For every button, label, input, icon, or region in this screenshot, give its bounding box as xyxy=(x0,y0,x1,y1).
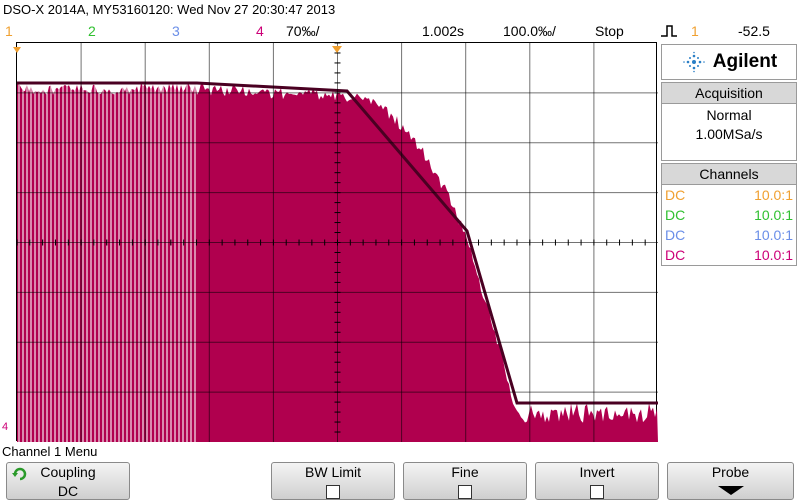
bw-limit-label: BW Limit xyxy=(305,464,361,480)
invert-label: Invert xyxy=(579,464,615,480)
channels-panel[interactable]: Channels DC 10.0:1 DC 10.0:1 DC 10.0:1 D… xyxy=(661,163,797,266)
rising-edge-icon xyxy=(660,23,678,43)
time-reference-marker xyxy=(332,42,344,60)
channels-header: Channels xyxy=(662,164,796,185)
fine-softkey[interactable]: Fine xyxy=(403,462,527,500)
coupling-softkey[interactable]: Coupling DC xyxy=(6,462,130,500)
channel-row-2[interactable]: DC 10.0:1 xyxy=(662,205,796,225)
probe-label: Probe xyxy=(711,464,750,480)
fine-checkbox[interactable] xyxy=(458,485,472,499)
ch3-probe: 10.0:1 xyxy=(754,227,793,243)
submenu-arrow-icon xyxy=(717,486,744,495)
fine-label: Fine xyxy=(451,464,479,480)
ch2-probe: 10.0:1 xyxy=(754,207,793,223)
channel-row-1[interactable]: DC 10.0:1 xyxy=(662,185,796,205)
rotate-knob-icon xyxy=(12,465,28,484)
vertical-scale: 70‰/ xyxy=(286,23,320,39)
bw-limit-checkbox[interactable] xyxy=(326,485,340,499)
probe-softkey[interactable]: Probe xyxy=(667,462,794,500)
ch1-probe: 10.0:1 xyxy=(754,187,793,203)
waveform-canvas xyxy=(17,43,658,442)
bw-limit-softkey[interactable]: BW Limit xyxy=(271,462,395,500)
ch4-coupling: DC xyxy=(665,247,686,263)
invert-checkbox[interactable] xyxy=(590,485,604,499)
coupling-value: DC xyxy=(57,483,79,499)
ch3-coupling: DC xyxy=(665,227,686,243)
ch2-indicator[interactable]: 2 xyxy=(88,23,96,39)
brand-name: Agilent xyxy=(712,51,778,72)
ch4-indicator[interactable]: 4 xyxy=(256,23,264,39)
run-state: Stop xyxy=(595,23,624,39)
acquisition-panel[interactable]: Acquisition Normal 1.00MSa/s xyxy=(661,82,797,161)
trigger-level: -52.5 xyxy=(738,23,770,39)
channel-row-3[interactable]: DC 10.0:1 xyxy=(662,225,796,245)
ch4-ground-marker: 4 xyxy=(2,421,9,433)
agilent-logo: Agilent xyxy=(661,44,797,80)
timebase: 1.002s xyxy=(422,23,465,39)
invert-softkey[interactable]: Invert xyxy=(535,462,659,500)
acquisition-header: Acquisition xyxy=(662,83,796,104)
spark-icon xyxy=(682,51,705,73)
trigger-position-marker xyxy=(13,42,23,60)
sample-rate: 1.00MSa/s xyxy=(695,126,763,142)
acquisition-mode: Normal xyxy=(706,107,752,123)
channel-row-4[interactable]: DC 10.0:1 xyxy=(662,245,796,265)
ch2-coupling: DC xyxy=(665,207,686,223)
zoom-level: 100.0‰/ xyxy=(503,23,556,39)
trigger-channel: 1 xyxy=(691,23,699,39)
ch3-indicator[interactable]: 3 xyxy=(172,23,180,39)
waveform-envelope xyxy=(17,81,658,405)
coupling-label: Coupling xyxy=(40,464,96,480)
ch1-coupling: DC xyxy=(665,187,686,203)
menu-title: Channel 1 Menu xyxy=(2,444,98,459)
waveform-display[interactable] xyxy=(16,42,658,442)
window-title: DSO-X 2014A, MY53160120: Wed Nov 27 20:3… xyxy=(3,2,336,17)
ch1-indicator[interactable]: 1 xyxy=(5,23,13,39)
ch4-probe: 10.0:1 xyxy=(754,247,793,263)
